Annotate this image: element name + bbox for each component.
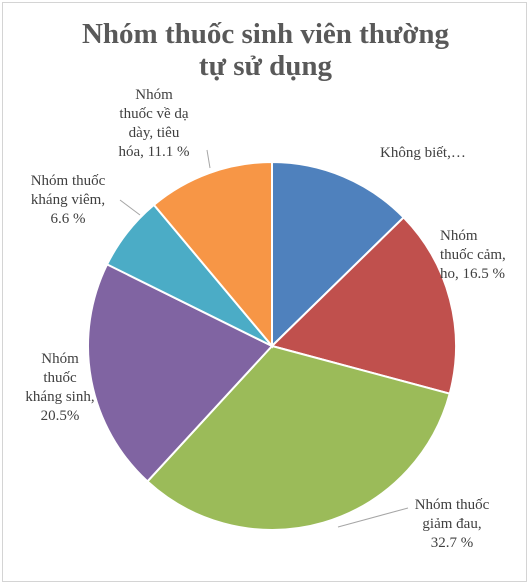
slice-label-1-line-0: Nhóm	[440, 228, 478, 244]
slice-label-0: Không biết,…	[380, 145, 466, 161]
slice-label-5-line-3: hóa, 11.1 %	[118, 144, 189, 160]
slice-label-4: Nhóm thuốc kháng viêm, 6.6 %	[31, 173, 106, 227]
pie-slice-0	[271, 160, 406, 349]
slice-label-4-line-2: 6.6 %	[51, 211, 86, 227]
slice-label-5-line-2: dày, tiêu	[129, 125, 180, 141]
slice-label-1: Nhóm thuốc cảm, ho, 16.5 %	[440, 228, 506, 282]
slice-label-1-line-1: thuốc cảm,	[440, 247, 506, 263]
slice-label-4-line-1: kháng viêm,	[31, 192, 105, 208]
leader-line-5	[206, 149, 211, 169]
slice-label-2-line-0: Nhóm thuốc	[415, 497, 490, 513]
slice-label-0-line-0: Không biết,…	[380, 145, 466, 161]
slice-label-2: Nhóm thuốc giảm đau, 32.7 %	[415, 497, 490, 551]
slice-label-5: Nhóm thuốc về dạ dày, tiêu hóa, 11.1 %	[118, 87, 189, 160]
leader-line-2	[337, 507, 409, 528]
pie-slice-2	[146, 344, 451, 531]
chart-title-line-1: Nhóm thuốc sinh viên thường	[81, 18, 450, 50]
chart-title-line-2: tự sử dụng	[198, 50, 333, 82]
pie-slice-5	[152, 160, 273, 349]
slice-label-5-line-0: Nhóm	[135, 87, 173, 103]
pie-slice-3	[87, 263, 274, 483]
leader-line-4	[119, 199, 141, 216]
slice-label-3-line-1: thuốc	[43, 370, 77, 386]
slice-label-4-line-0: Nhóm thuốc	[31, 173, 106, 189]
slice-label-3-line-3: 20.5%	[41, 408, 80, 424]
slice-label-2-line-2: 32.7 %	[431, 535, 474, 551]
slice-label-3-line-0: Nhóm	[41, 351, 79, 367]
slice-label-3-line-2: kháng sinh,	[25, 389, 94, 405]
slice-label-5-line-1: thuốc về dạ	[119, 106, 188, 122]
slice-label-2-line-1: giảm đau,	[422, 516, 481, 532]
pie-slice-1	[270, 216, 457, 395]
slice-label-1-line-2: ho, 16.5 %	[440, 266, 505, 282]
slice-label-3: Nhóm thuốc kháng sinh, 20.5%	[25, 351, 94, 424]
